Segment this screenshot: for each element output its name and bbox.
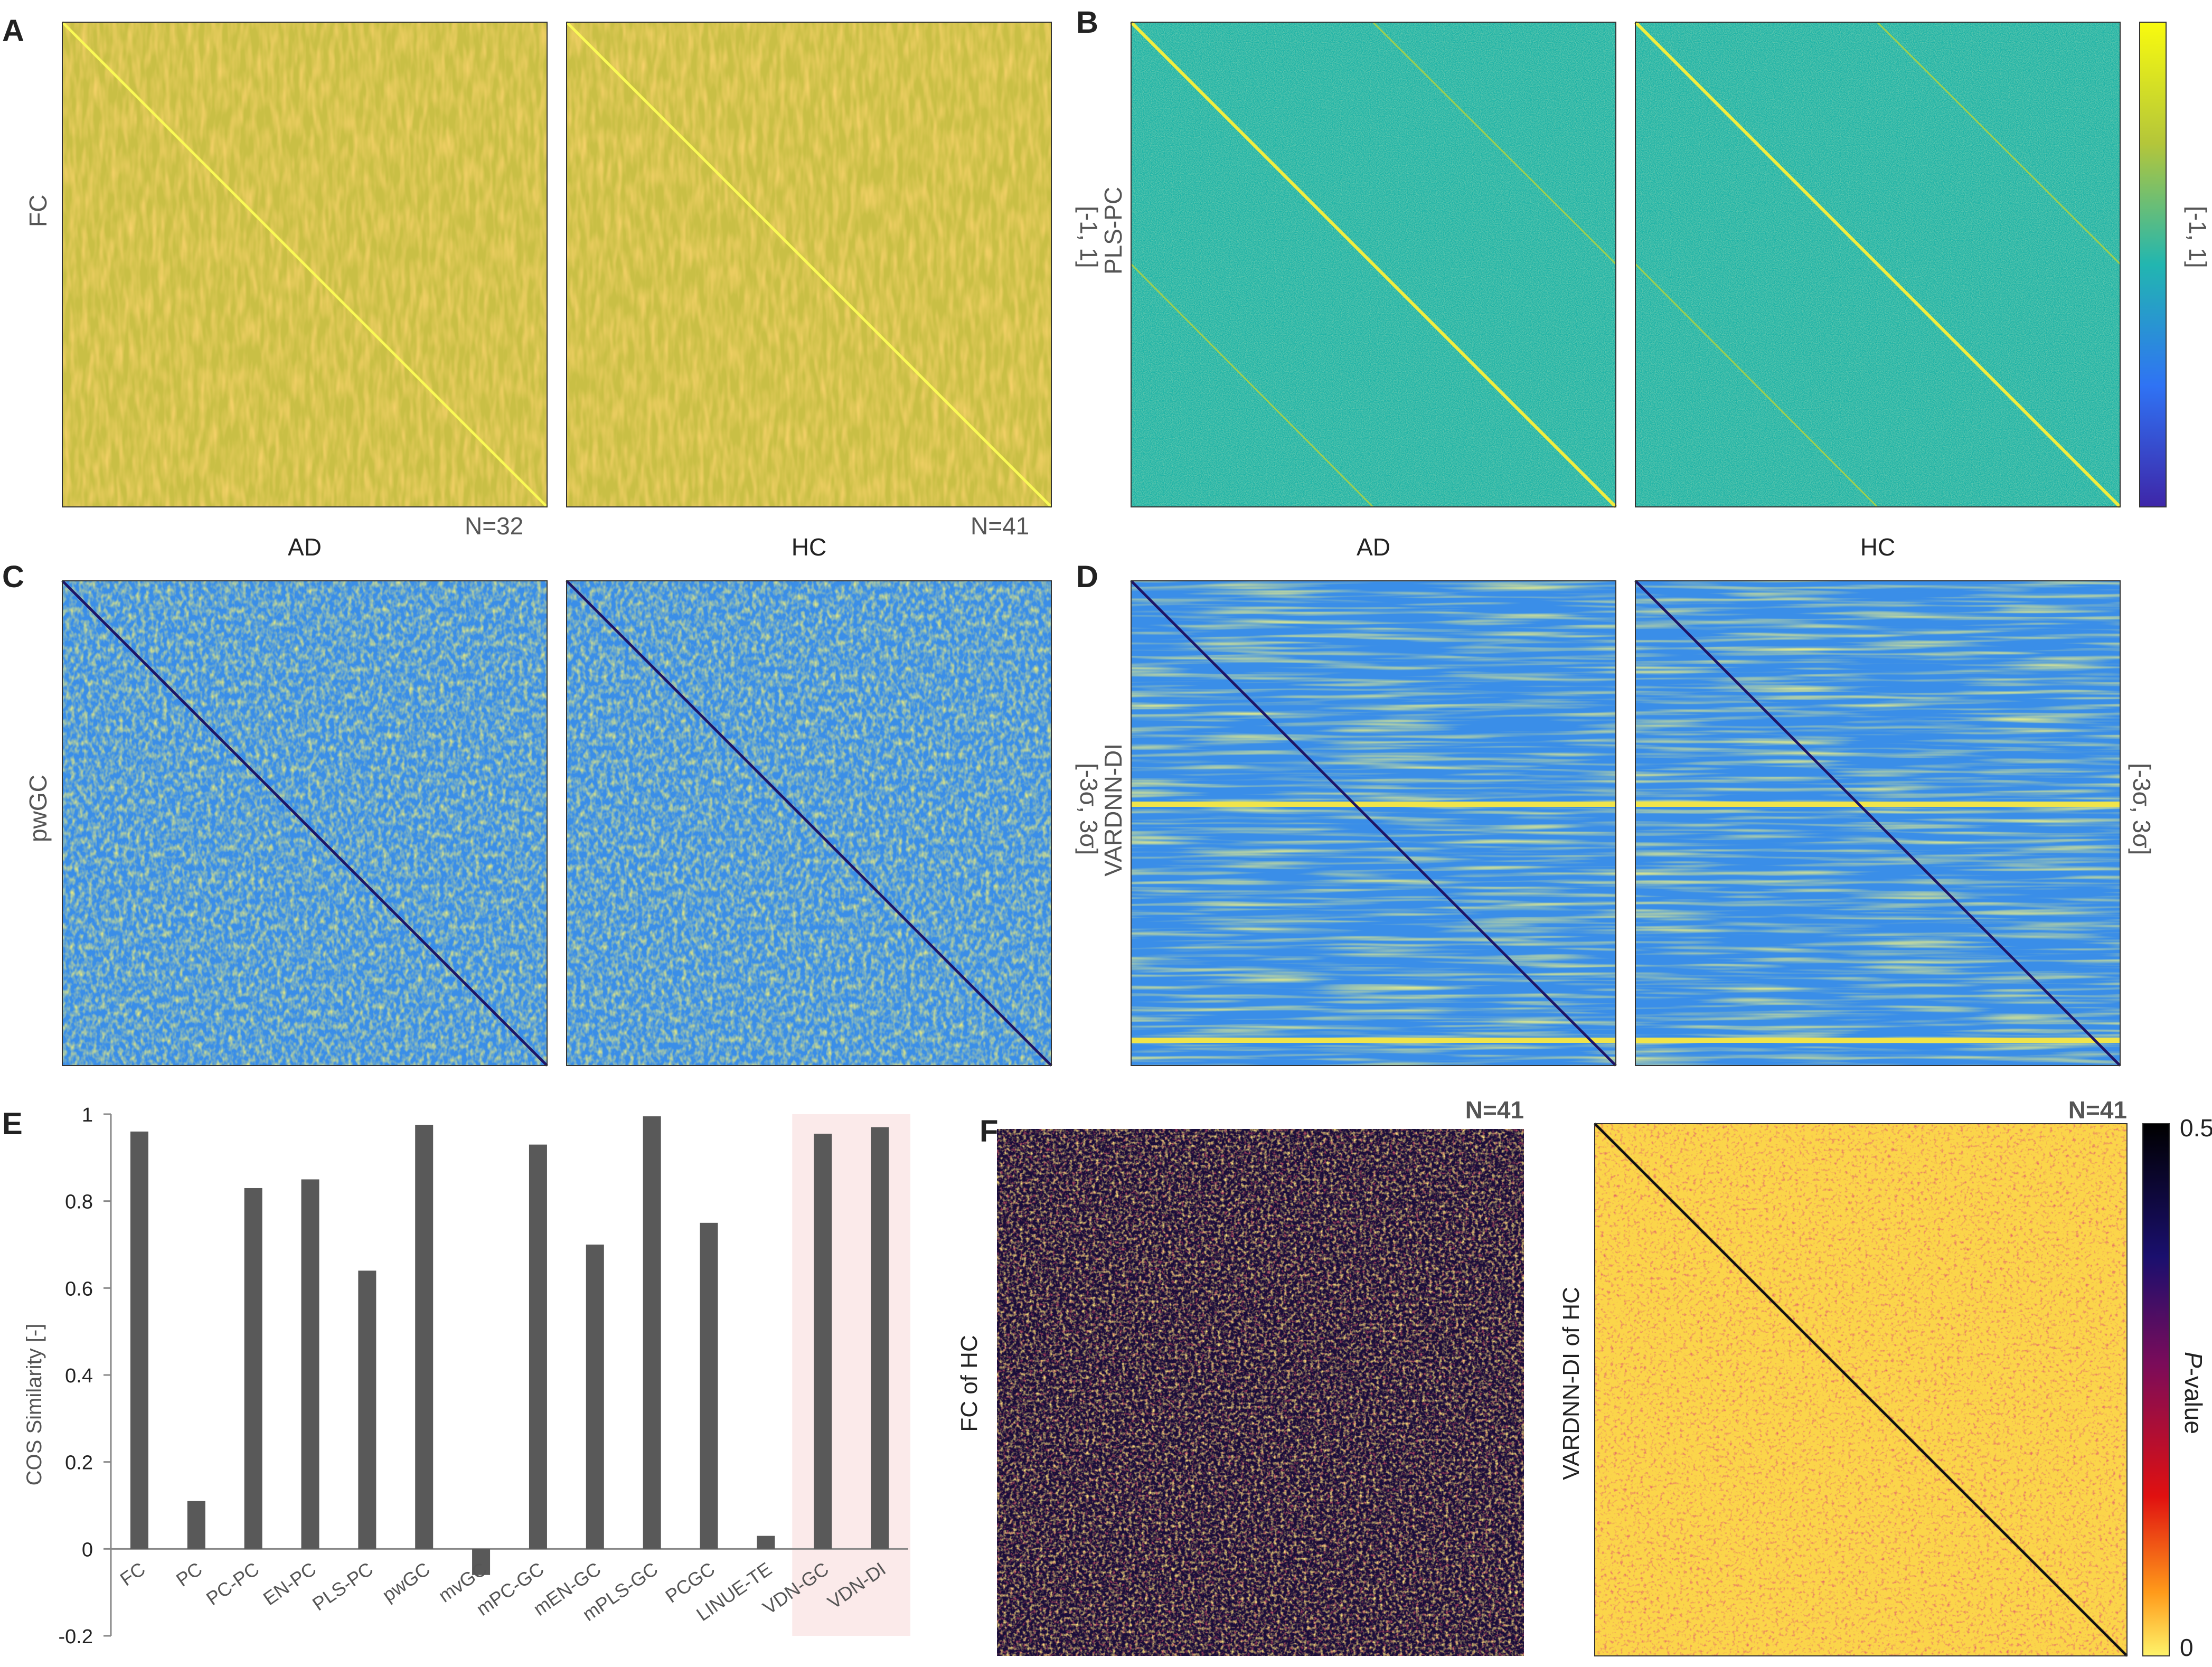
y-tick-label: 0.2 xyxy=(65,1452,93,1474)
panel-f-right-ylabel: VARDNN-DI of HC xyxy=(1558,1287,1584,1480)
bar xyxy=(472,1549,491,1575)
panel-a-ylabel: FC xyxy=(24,195,52,227)
panel-d-ylabel: VARDNN-DI xyxy=(1099,743,1127,877)
category-label: FC xyxy=(116,1558,149,1590)
panel-letter-b: B xyxy=(1076,5,1098,40)
heatmap-plspc-ad xyxy=(1129,21,1617,508)
heatmap-vardnn-hc xyxy=(1634,580,2121,1067)
panel-d-scale-label: [-3σ, 3σ] xyxy=(2128,763,2155,855)
panel-a-right-label: HC xyxy=(792,533,826,561)
bar xyxy=(187,1501,205,1549)
panel-a-left-n: N=32 xyxy=(465,512,523,540)
y-tick-label: 0.4 xyxy=(65,1365,93,1387)
heatmap-fc-ad xyxy=(61,21,548,508)
heatmap-pwgc-hc xyxy=(566,580,1052,1067)
bar xyxy=(814,1134,832,1549)
colorbar-label-rest: -value xyxy=(2180,1368,2207,1434)
heatmap-fc-hc xyxy=(566,21,1052,508)
panel-letter-e: E xyxy=(2,1107,23,1141)
panel-a-scale-label: [-1, 1] xyxy=(1075,206,1103,268)
colorbar-pvalue xyxy=(2142,1123,2170,1656)
bar xyxy=(586,1245,604,1549)
category-label: pwGC xyxy=(378,1558,434,1606)
bar xyxy=(529,1144,547,1549)
bar xyxy=(871,1127,889,1549)
category-label: PC xyxy=(172,1558,206,1590)
panel-d: D VARDNN-DI [-3σ, 3σ] xyxy=(1076,560,2155,1067)
heatmap-pwgc-ad xyxy=(61,580,548,1067)
bar xyxy=(415,1125,434,1549)
category-label: PLS-PC xyxy=(308,1558,377,1615)
panel-e: E COS Similarity [-] 1 0.8 0.6 0.4 0.2 0 -0.2 F… xyxy=(2,1104,910,1648)
panel-f-left-ylabel: FC of HC xyxy=(956,1335,982,1431)
panel-a-right-n: N=41 xyxy=(971,512,1029,540)
panel-b-ylabel: PLS-PC xyxy=(1099,187,1127,275)
bar xyxy=(757,1536,775,1549)
y-tick-label: 0.8 xyxy=(65,1191,93,1213)
panel-a-left-label: AD xyxy=(288,533,322,561)
bar xyxy=(358,1270,376,1549)
panel-b-left-label: AD xyxy=(1357,533,1390,561)
panel-f-right-n: N=41 xyxy=(2068,1096,2127,1124)
bar xyxy=(643,1116,661,1549)
y-tick-label: 1 xyxy=(82,1104,93,1126)
panel-c: C pwGC [-3σ, 3σ] xyxy=(2,560,1103,1067)
bar xyxy=(244,1188,262,1549)
panel-letter-c: C xyxy=(2,560,24,594)
panel-c-ylabel: pwGC xyxy=(24,775,52,842)
highlight-band xyxy=(792,1114,910,1636)
heatmap-plspc-hc xyxy=(1634,21,2122,508)
chart-ylabel: COS Similarity [-] xyxy=(23,1324,46,1486)
colorbar-min: 0 xyxy=(2180,1634,2194,1661)
panel-f: F FC of HC N=41 VARDNN-DI of HC N=41 0.5… xyxy=(956,1096,2212,1661)
panel-b: B PLS-PC AD HC [-1, 1] xyxy=(1076,5,2211,561)
category-label: PC-PC xyxy=(202,1558,263,1609)
heatmap-vardnn-ad xyxy=(1130,580,1617,1067)
panel-b-scale-label: [-1, 1] xyxy=(2184,206,2211,268)
bar xyxy=(700,1222,718,1549)
colorbar-label: P-value xyxy=(2180,1352,2207,1434)
colorbar-label-italic: P xyxy=(2180,1352,2207,1368)
panel-letter-f: F xyxy=(980,1114,998,1148)
heatmap-pvalue-fc xyxy=(997,1129,1524,1656)
bar xyxy=(301,1179,319,1549)
panel-f-left-n: N=41 xyxy=(1465,1096,1524,1124)
panel-c-scale-label: [-3σ, 3σ] xyxy=(1075,763,1103,855)
y-tick-label: 0 xyxy=(82,1539,93,1561)
y-tick-label: 0.6 xyxy=(65,1278,93,1300)
panel-letter-a: A xyxy=(2,14,24,48)
panel-letter-d: D xyxy=(1076,560,1098,594)
panel-a: A FC AD N=32 HC N=41 [-1, 1] xyxy=(2,14,1103,561)
heatmap-pvalue-vardnn xyxy=(1594,1123,2128,1657)
y-tick-label: -0.2 xyxy=(59,1626,93,1648)
colorbar-viridis xyxy=(2139,22,2167,507)
bar xyxy=(130,1131,148,1549)
colorbar-max: 0.5 xyxy=(2180,1114,2212,1142)
panel-b-right-label: HC xyxy=(1860,533,1895,561)
